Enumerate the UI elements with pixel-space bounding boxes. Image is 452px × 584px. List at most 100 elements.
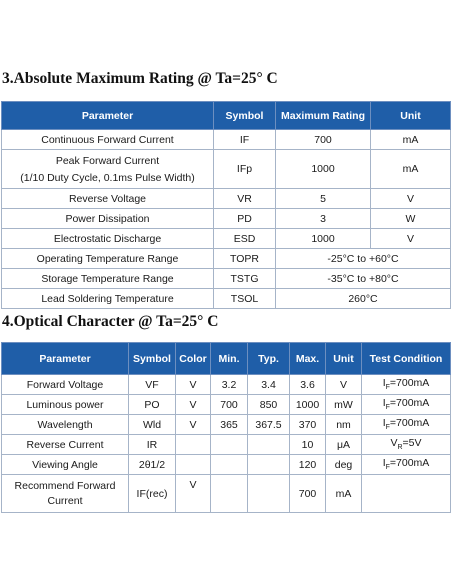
header-color: Color <box>175 342 211 375</box>
min-cell <box>210 434 248 455</box>
parameter-cell: Electrostatic Discharge <box>1 228 214 249</box>
test-condition-cell: IF=700mA <box>361 394 451 415</box>
rating-cell: 700 <box>275 129 371 150</box>
unit-cell: mA <box>325 474 362 513</box>
table-header-row: Parameter Symbol Color Min. Typ. Max. Un… <box>1 342 451 375</box>
table-row: Electrostatic Discharge ESD 1000 V <box>1 228 451 249</box>
header-typ: Typ. <box>247 342 290 375</box>
rating-cell: -25°C to +60°C <box>275 248 451 269</box>
parameter-text: Recommend Forward <box>14 480 116 492</box>
symbol-cell: IR <box>128 434 176 455</box>
max-cell: 370 <box>289 414 326 435</box>
optical-character-table: Parameter Symbol Color Min. Typ. Max. Un… <box>1 342 451 513</box>
max-cell: 1000 <box>289 394 326 415</box>
table-row: Reverse Voltage VR 5 V <box>1 188 451 209</box>
symbol-cell: TSTG <box>213 268 276 289</box>
test-condition-cell <box>361 474 451 513</box>
color-cell <box>175 434 211 455</box>
parameter-cell: Operating Temperature Range <box>1 248 214 269</box>
rating-cell: 5 <box>275 188 371 209</box>
unit-cell: W <box>370 208 451 229</box>
header-unit: Unit <box>325 342 362 375</box>
rating-cell: 3 <box>275 208 371 229</box>
table-row: Peak Forward Current (1/10 Duty Cycle, 0… <box>1 149 451 189</box>
test-condition-cell: VR=5V <box>361 434 451 455</box>
parameter-cell: Reverse Voltage <box>1 188 214 209</box>
parameter-text-line2: Current <box>47 495 83 507</box>
parameter-text: Peak Forward Current <box>55 154 160 167</box>
table-row: Wavelength Wld V 365 367.5 370 nm IF=700… <box>1 414 451 435</box>
table-row: Forward Voltage VF V 3.2 3.4 3.6 V IF=70… <box>1 374 451 395</box>
min-cell: 3.2 <box>210 374 248 395</box>
min-cell: 365 <box>210 414 248 435</box>
header-test-condition: Test Condition <box>361 342 451 375</box>
optical-character-title: 4.Optical Character @ Ta=25° C <box>2 313 219 330</box>
max-cell: 10 <box>289 434 326 455</box>
parameter-cell: Reverse Current <box>1 434 129 455</box>
table-row: Continuous Forward Current IF 700 mA <box>1 129 451 150</box>
symbol-cell: IFp <box>213 149 276 189</box>
parameter-note: (1/10 Duty Cycle, 0.1ms Pulse Width) <box>20 171 195 184</box>
typ-cell: 3.4 <box>247 374 290 395</box>
header-parameter: Parameter <box>1 342 129 375</box>
typ-cell <box>247 434 290 455</box>
table-header-row: Parameter Symbol Maximum Rating Unit <box>1 101 451 130</box>
header-unit: Unit <box>370 101 451 130</box>
color-cell: V <box>175 374 211 395</box>
symbol-cell: VR <box>213 188 276 209</box>
header-symbol: Symbol <box>213 101 276 130</box>
table-row: Recommend Forward Current IF(rec) V 700 … <box>1 474 451 513</box>
absolute-max-rating-title: 3.Absolute Maximum Rating @ Ta=25° C <box>2 70 278 87</box>
parameter-cell: Storage Temperature Range <box>1 268 214 289</box>
symbol-cell: Wld <box>128 414 176 435</box>
unit-cell: μA <box>325 434 362 455</box>
header-min: Min. <box>210 342 248 375</box>
parameter-cell: Continuous Forward Current <box>1 129 214 150</box>
parameter-cell: Forward Voltage <box>1 374 129 395</box>
parameter-cell: Power Dissipation <box>1 208 214 229</box>
absolute-max-rating-table: Parameter Symbol Maximum Rating Unit Con… <box>1 101 451 309</box>
color-cell: V <box>175 414 211 435</box>
min-cell <box>210 454 248 475</box>
symbol-cell: IF <box>213 129 276 150</box>
table-row: Storage Temperature Range TSTG -35°C to … <box>1 268 451 289</box>
max-cell: 3.6 <box>289 374 326 395</box>
symbol-cell: PO <box>128 394 176 415</box>
color-cell <box>175 454 211 475</box>
rating-cell: 1000 <box>275 228 371 249</box>
table-row: Operating Temperature Range TOPR -25°C t… <box>1 248 451 269</box>
typ-cell: 850 <box>247 394 290 415</box>
table-row: Reverse Current IR 10 μA VR=5V <box>1 434 451 455</box>
symbol-cell: VF <box>128 374 176 395</box>
typ-cell: 367.5 <box>247 414 290 435</box>
unit-cell: mA <box>370 129 451 150</box>
parameter-cell: Viewing Angle <box>1 454 129 475</box>
color-cell: V <box>175 394 211 415</box>
symbol-cell: PD <box>213 208 276 229</box>
parameter-cell: Luminous power <box>1 394 129 415</box>
header-max: Max. <box>289 342 326 375</box>
table-row: Luminous power PO V 700 850 1000 mW IF=7… <box>1 394 451 415</box>
unit-cell: V <box>325 374 362 395</box>
unit-cell: V <box>370 188 451 209</box>
unit-cell: mW <box>325 394 362 415</box>
table-row: Lead Soldering Temperature TSOL 260°C <box>1 288 451 309</box>
unit-cell: nm <box>325 414 362 435</box>
header-parameter: Parameter <box>1 101 214 130</box>
table-row: Power Dissipation PD 3 W <box>1 208 451 229</box>
unit-cell: V <box>370 228 451 249</box>
typ-cell <box>247 454 290 475</box>
min-cell: 700 <box>210 394 248 415</box>
symbol-cell: ESD <box>213 228 276 249</box>
test-condition-cell: IF=700mA <box>361 454 451 475</box>
symbol-cell: 2θ1/2 <box>128 454 176 475</box>
parameter-cell: Wavelength <box>1 414 129 435</box>
table-row: Viewing Angle 2θ1/2 120 deg IF=700mA <box>1 454 451 475</box>
color-cell: V <box>175 474 211 513</box>
parameter-cell: Peak Forward Current (1/10 Duty Cycle, 0… <box>1 149 214 189</box>
rating-cell: 1000 <box>275 149 371 189</box>
max-cell: 700 <box>289 474 326 513</box>
symbol-cell: TSOL <box>213 288 276 309</box>
header-max-rating: Maximum Rating <box>275 101 371 130</box>
parameter-cell: Lead Soldering Temperature <box>1 288 214 309</box>
